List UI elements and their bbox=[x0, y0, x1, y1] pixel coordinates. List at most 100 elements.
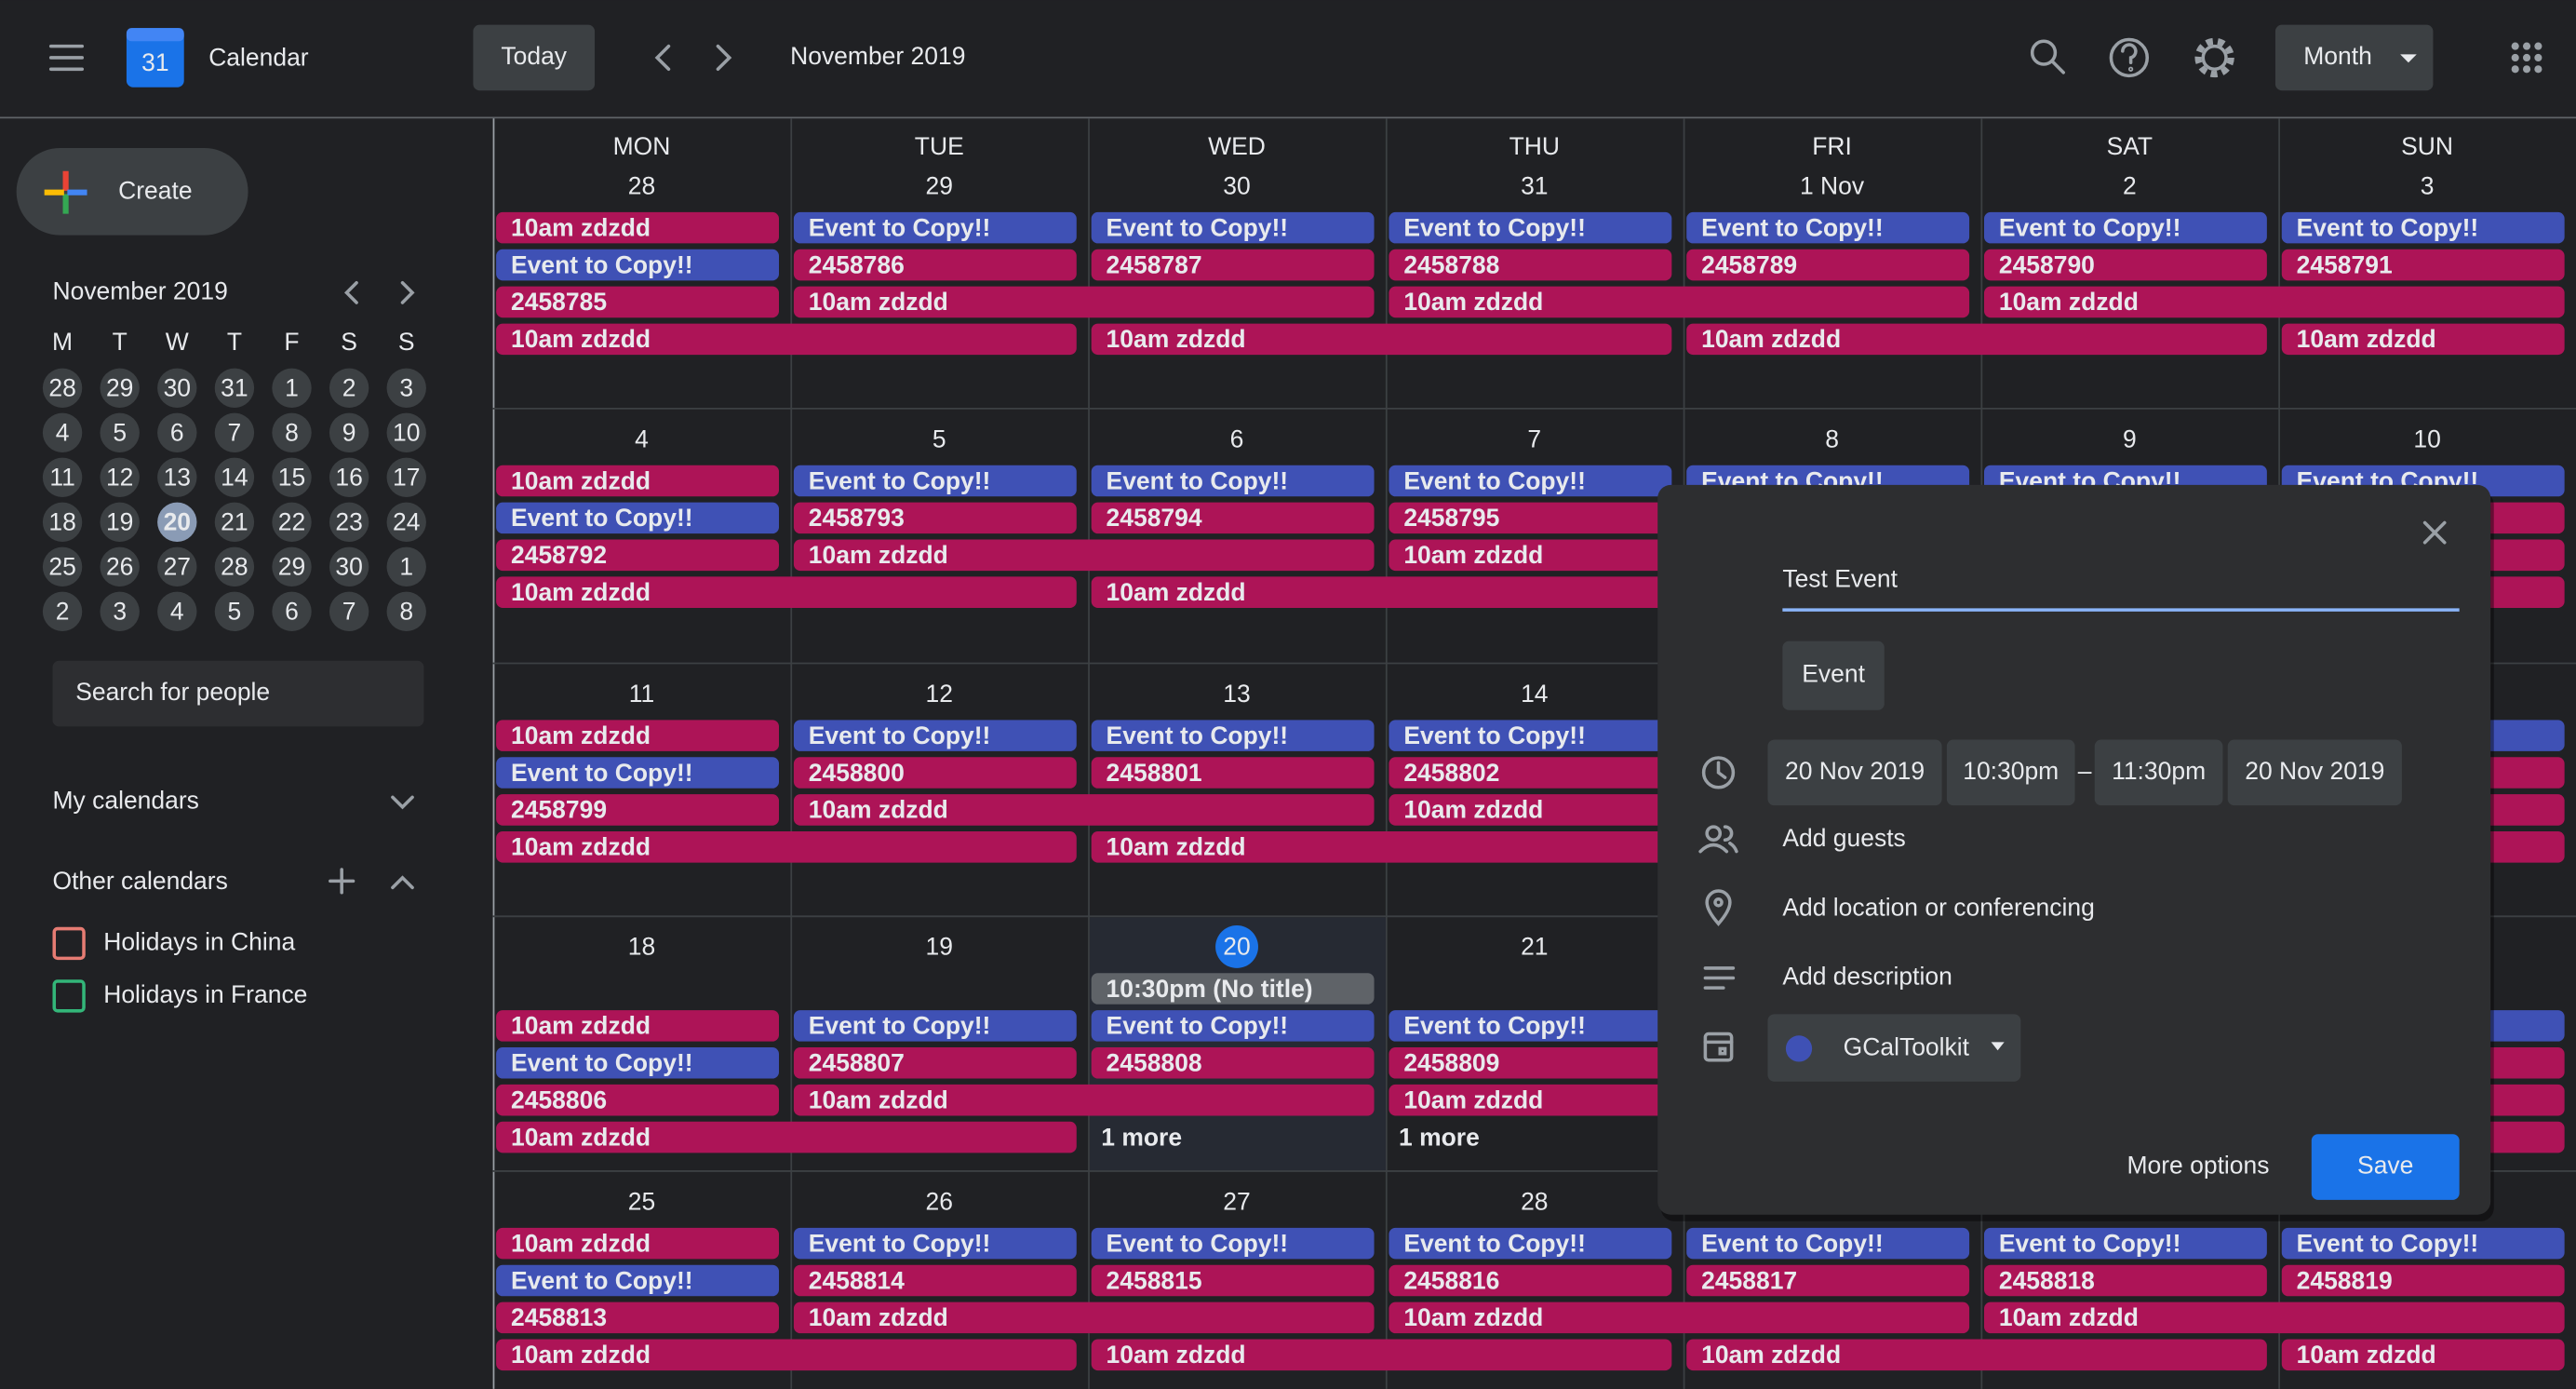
event-chip[interactable] bbox=[1389, 720, 1672, 751]
event-chip[interactable] bbox=[1091, 502, 1375, 534]
event-chip[interactable] bbox=[2281, 1339, 2565, 1371]
mini-day[interactable]: 31 bbox=[221, 374, 248, 402]
event-chip[interactable] bbox=[793, 794, 1375, 826]
event-chip[interactable] bbox=[1389, 286, 1970, 318]
day-number[interactable]: 28 bbox=[1521, 1187, 1548, 1215]
mini-day[interactable]: 18 bbox=[48, 508, 75, 536]
event-title-input[interactable]: Test Event bbox=[1782, 564, 1898, 592]
calendar-selector[interactable] bbox=[1767, 1014, 2021, 1082]
close-button[interactable] bbox=[2422, 520, 2447, 545]
mini-day[interactable]: 23 bbox=[335, 508, 362, 536]
day-number[interactable]: 12 bbox=[926, 680, 953, 708]
mini-day[interactable]: 25 bbox=[48, 553, 75, 581]
event-chip[interactable] bbox=[496, 1084, 780, 1116]
calendar-name[interactable]: Holidays in France bbox=[103, 980, 307, 1008]
event-chip[interactable] bbox=[793, 249, 1077, 281]
mini-day[interactable]: 24 bbox=[393, 508, 420, 536]
event-chip[interactable] bbox=[496, 465, 780, 497]
event-chip[interactable] bbox=[793, 757, 1077, 789]
help-button[interactable] bbox=[2109, 37, 2150, 78]
day-number[interactable]: 5 bbox=[932, 425, 946, 452]
event-chip[interactable] bbox=[1686, 323, 2267, 356]
day-number[interactable]: 3 bbox=[2421, 171, 2435, 199]
day-number[interactable]: 2 bbox=[2123, 171, 2137, 199]
event-chip[interactable] bbox=[1983, 249, 2267, 281]
mini-day[interactable]: 1 bbox=[285, 374, 299, 402]
mini-day[interactable]: 16 bbox=[335, 464, 362, 492]
day-number[interactable]: 7 bbox=[1527, 425, 1541, 452]
event-chip[interactable] bbox=[793, 211, 1077, 244]
event-chip[interactable] bbox=[1389, 502, 1672, 534]
event-chip[interactable] bbox=[496, 286, 780, 318]
event-chip[interactable] bbox=[496, 794, 780, 826]
other-calendars-label[interactable]: Other calendars bbox=[52, 867, 227, 895]
people-search[interactable] bbox=[52, 660, 424, 727]
event-chip[interactable] bbox=[496, 249, 780, 281]
day-number[interactable]: 14 bbox=[1521, 680, 1548, 708]
event-chip[interactable] bbox=[1389, 211, 1672, 244]
mini-day[interactable]: 29 bbox=[106, 374, 133, 402]
mini-day[interactable]: 13 bbox=[164, 464, 191, 492]
mini-day[interactable]: 3 bbox=[399, 374, 413, 402]
mini-day[interactable]: 2 bbox=[342, 374, 356, 402]
mini-day[interactable]: 29 bbox=[278, 553, 305, 581]
event-chip[interactable] bbox=[2281, 211, 2565, 244]
event-chip[interactable] bbox=[1091, 1047, 1375, 1079]
event-chip[interactable] bbox=[496, 323, 1077, 356]
event-chip[interactable] bbox=[1091, 249, 1375, 281]
mini-day[interactable]: 8 bbox=[399, 598, 413, 626]
event-chip[interactable] bbox=[1389, 1010, 1672, 1042]
mini-day[interactable]: 19 bbox=[106, 508, 133, 536]
prev-button[interactable] bbox=[654, 44, 671, 72]
event-chip[interactable] bbox=[496, 720, 780, 751]
more-link[interactable]: 1 more bbox=[1101, 1123, 1182, 1151]
event-chip[interactable] bbox=[1983, 1264, 2267, 1297]
event-chip[interactable] bbox=[1091, 1264, 1375, 1297]
event-chip[interactable] bbox=[1091, 720, 1375, 751]
event-chip[interactable] bbox=[1091, 1339, 1672, 1371]
mini-day[interactable]: 2 bbox=[56, 598, 70, 626]
event-chip[interactable] bbox=[1389, 465, 1672, 497]
event-chip[interactable] bbox=[496, 539, 780, 572]
event-chip[interactable] bbox=[793, 286, 1375, 318]
event-chip[interactable] bbox=[1389, 1301, 1970, 1334]
event-chip[interactable] bbox=[1389, 1264, 1672, 1297]
event-chip[interactable] bbox=[1983, 286, 2565, 318]
event-chip[interactable] bbox=[2281, 1264, 2565, 1297]
mini-day[interactable]: 7 bbox=[342, 598, 356, 626]
event-chip[interactable] bbox=[1389, 757, 1672, 789]
menu-button[interactable] bbox=[48, 44, 85, 72]
event-chip[interactable] bbox=[496, 1264, 780, 1297]
more-link[interactable]: 1 more bbox=[1399, 1123, 1480, 1151]
event-chip[interactable] bbox=[1983, 1227, 2267, 1260]
calendar-checkbox[interactable] bbox=[52, 979, 86, 1013]
mini-day[interactable]: 28 bbox=[48, 374, 75, 402]
event-chip[interactable] bbox=[793, 1084, 1375, 1116]
event-chip[interactable] bbox=[496, 211, 780, 244]
day-number[interactable]: 13 bbox=[1223, 680, 1250, 708]
mini-day[interactable]: 4 bbox=[170, 598, 184, 626]
apps-button[interactable] bbox=[2511, 42, 2542, 74]
event-chip[interactable] bbox=[1091, 1010, 1375, 1042]
event-chip[interactable] bbox=[1091, 465, 1375, 497]
add-calendar-button[interactable] bbox=[329, 868, 356, 895]
event-chip[interactable] bbox=[793, 1010, 1077, 1042]
add-guests[interactable]: Add guests bbox=[1782, 824, 1905, 852]
mini-day[interactable]: 12 bbox=[106, 464, 133, 492]
event-chip[interactable] bbox=[1389, 1047, 1672, 1079]
settings-button[interactable] bbox=[2194, 37, 2234, 78]
event-chip[interactable] bbox=[496, 757, 780, 789]
event-chip[interactable] bbox=[1091, 211, 1375, 244]
mini-next[interactable] bbox=[400, 281, 415, 304]
mini-day[interactable]: 3 bbox=[113, 598, 127, 626]
event-chip[interactable] bbox=[793, 720, 1077, 751]
calendar-name[interactable]: Holidays in China bbox=[103, 927, 295, 955]
end-time-chip[interactable] bbox=[2094, 739, 2223, 806]
event-chip[interactable] bbox=[1389, 249, 1672, 281]
event-chip[interactable] bbox=[1983, 1301, 2565, 1334]
event-chip[interactable] bbox=[496, 831, 1077, 863]
mini-day[interactable]: 9 bbox=[342, 419, 356, 447]
event-chip[interactable] bbox=[496, 1010, 780, 1042]
start-time-chip[interactable] bbox=[1946, 739, 2075, 806]
start-date-chip[interactable] bbox=[1767, 739, 1942, 806]
